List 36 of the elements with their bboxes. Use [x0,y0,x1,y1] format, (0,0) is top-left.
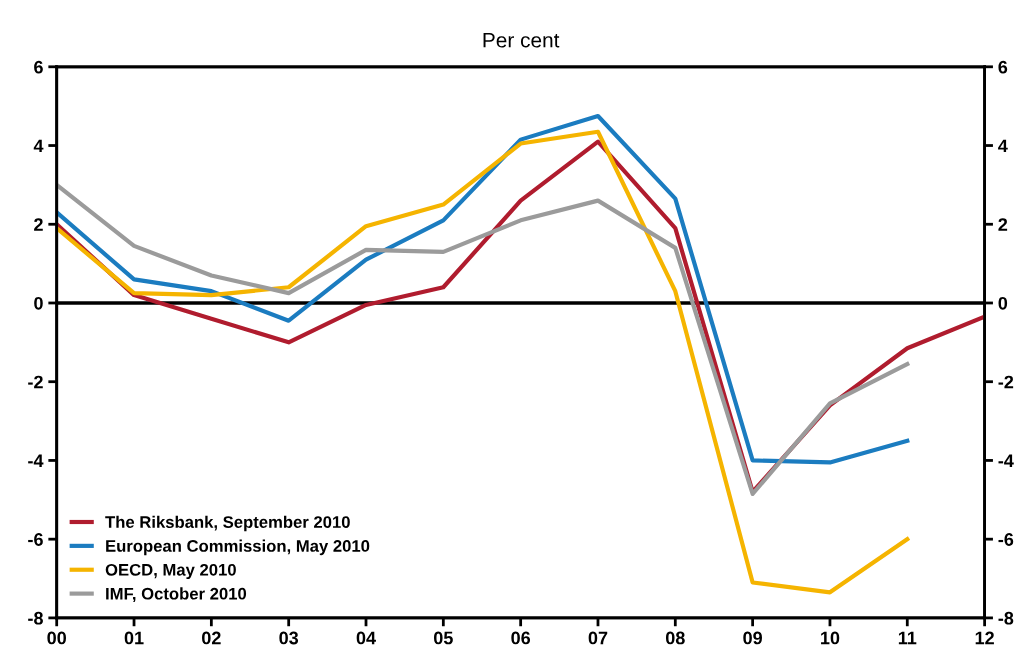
x-tick-label: 09 [743,631,762,645]
x-tick-label: 06 [511,631,531,645]
x-tick-label: 11 [898,631,917,645]
x-tick-label: 10 [821,631,840,645]
y2-tick-label: -4 [998,454,1014,467]
y-tick-label: -6 [28,533,43,546]
y2-tick-label: -2 [998,375,1014,389]
y2-tick-label: 6 [998,60,1008,74]
x-tick-label: 05 [434,631,453,645]
y-tick-label: 6 [34,60,43,74]
y2-tick-label: -6 [998,533,1014,546]
x-tick-label: 12 [975,631,994,645]
chart-title: Per cent [483,33,560,48]
legend-label: European Commission, May 2010 [106,539,370,556]
x-tick-label: 01 [124,631,144,645]
y-tick-label: -2 [28,375,43,389]
y-tick-label: 0 [34,296,43,310]
legend-label: OECD, May 2010 [105,563,236,580]
line-series [56,113,910,465]
legend-label: IMF, October 2010 [106,587,247,603]
y2-tick-label: 2 [998,218,1008,231]
y2-tick-label: 4 [998,139,1008,153]
y-tick-label: 2 [34,218,43,231]
x-tick-label: 08 [665,631,685,645]
y2-tick-label: -8 [998,611,1014,625]
legend-label: The Riksbank, September 2010 [105,515,350,532]
y-tick-label: 4 [33,139,44,153]
x-tick-label: 07 [588,631,608,645]
y-tick-label: -4 [28,454,44,467]
y-tick-label: -8 [28,611,43,625]
x-tick-label: 00 [47,631,67,645]
y2-tick-label: 0 [998,296,1008,310]
x-tick-label: 03 [279,631,299,645]
line-series [56,182,910,496]
x-tick-label: 02 [202,631,221,645]
x-tick-label: 04 [356,631,376,645]
